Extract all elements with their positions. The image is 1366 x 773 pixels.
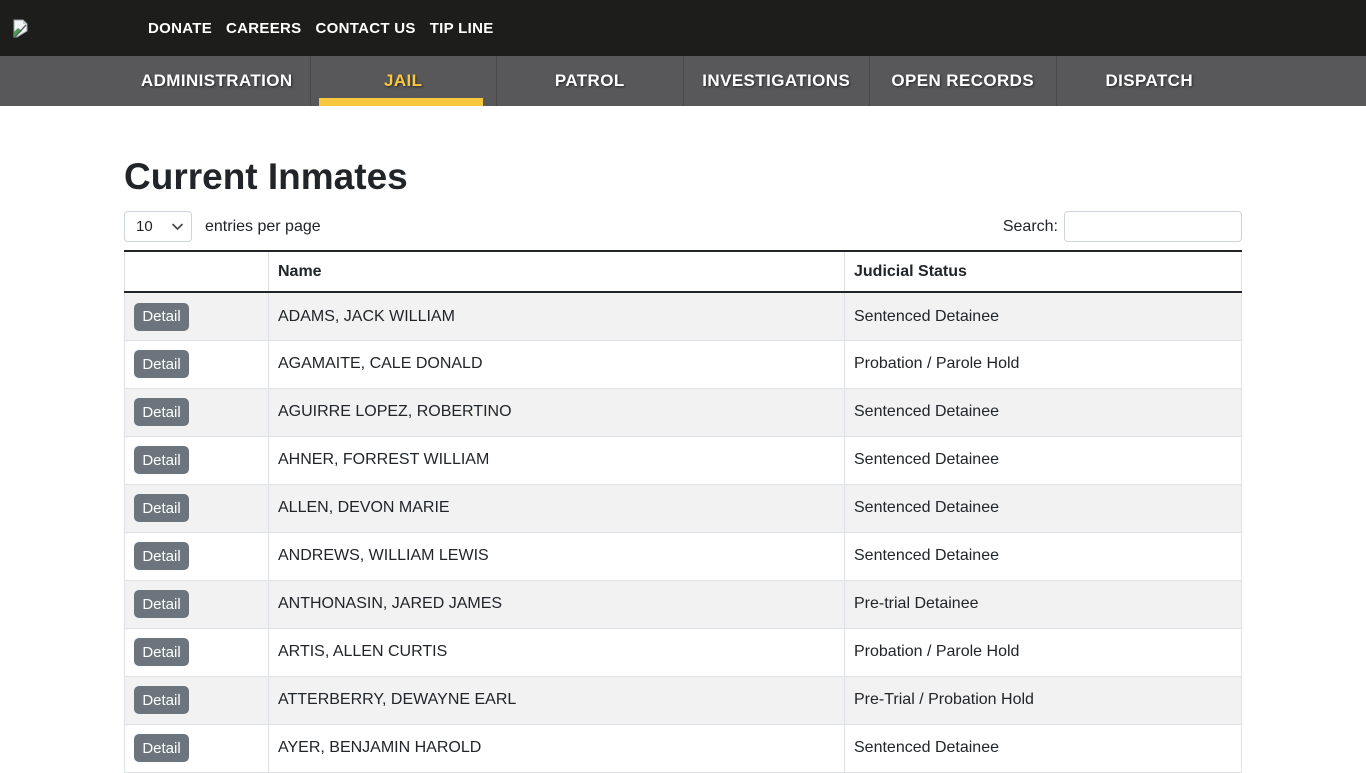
nav-tab[interactable]: ADMINISTRATION (140, 71, 293, 90)
detail-button[interactable]: Detail (134, 350, 189, 379)
topbar-link[interactable]: TIP LINE (429, 19, 494, 37)
judicial-status: Pre-Trial / Probation Hold (844, 675, 1242, 725)
table-controls: 10 entries per page Search: (124, 211, 1242, 243)
detail-cell: Detail (124, 675, 269, 725)
entries-per-page-label: entries per page (205, 217, 321, 235)
table-row: Detail ATTERBERRY, DEWAYNE EARL Pre-Tria… (124, 675, 1242, 725)
table-body: Detail ADAMS, JACK WILLIAM Sentenced Det… (124, 291, 1242, 773)
inmate-name: AYER, BENJAMIN HAROLD (268, 723, 845, 773)
inmate-name: ANDREWS, WILLIAM LEWIS (268, 531, 845, 581)
table-row: Detail ANTHONASIN, JARED JAMES Pre-trial… (124, 579, 1242, 629)
detail-button[interactable]: Detail (134, 686, 189, 715)
detail-button[interactable]: Detail (134, 302, 189, 331)
judicial-status: Sentenced Detainee (844, 435, 1242, 485)
detail-cell: Detail (124, 291, 269, 341)
header-status-column: Judicial Status (844, 250, 1242, 294)
nav-tab[interactable]: DISPATCH (1055, 56, 1243, 106)
table-head: Name Judicial Status (124, 250, 1242, 294)
inmate-name: ALLEN, DEVON MARIE (268, 483, 845, 533)
detail-button[interactable]: Detail (134, 494, 189, 523)
detail-cell: Detail (124, 339, 269, 389)
inmate-name: ATTERBERRY, DEWAYNE EARL (268, 675, 845, 725)
judicial-status: Sentenced Detainee (844, 723, 1242, 773)
judicial-status: Pre-trial Detainee (844, 579, 1242, 629)
inmate-name: AGUIRRE LOPEZ, ROBERTINO (268, 387, 845, 437)
table-row: Detail ALLEN, DEVON MARIE Sentenced Deta… (124, 483, 1242, 533)
table-row: Detail AGAMAITE, CALE DONALD Probation /… (124, 339, 1242, 389)
table-header-row: Name Judicial Status (124, 250, 1242, 294)
detail-button[interactable]: Detail (134, 734, 189, 763)
table-row: Detail ANDREWS, WILLIAM LEWIS Sentenced … (124, 531, 1242, 581)
main-content: Current Inmates 10 entries per page Sear… (124, 106, 1242, 773)
broken-image-icon[interactable] (12, 19, 29, 38)
judicial-status: Sentenced Detainee (844, 387, 1242, 437)
judicial-status: Sentenced Detainee (844, 531, 1242, 581)
entries-per-page-select[interactable]: 10 (124, 211, 192, 243)
topbar: DONATE CAREERS CONTACT US TIP LINE (0, 0, 1366, 56)
nav-tab[interactable]: PATROL (496, 56, 683, 106)
page-title: Current Inmates (124, 156, 408, 197)
search-label: Search: (1002, 217, 1058, 235)
detail-button[interactable]: Detail (134, 446, 189, 475)
topbar-link[interactable]: CONTACT US (315, 19, 416, 37)
detail-cell: Detail (124, 579, 269, 629)
table-row: Detail ARTIS, ALLEN CURTIS Probation / P… (124, 627, 1242, 677)
judicial-status: Probation / Parole Hold (844, 627, 1242, 677)
nav-tab[interactable]: INVESTIGATIONS (682, 56, 870, 106)
topbar-link[interactable]: DONATE (148, 19, 213, 37)
inmates-table: Name Judicial Status Detail ADAMS, JACK … (124, 250, 1242, 773)
inmate-name: ADAMS, JACK WILLIAM (268, 291, 845, 341)
search-input[interactable] (1064, 211, 1242, 243)
detail-button[interactable]: Detail (134, 638, 189, 667)
judicial-status: Sentenced Detainee (844, 483, 1242, 533)
nav-tab[interactable]: JAIL (309, 56, 497, 106)
search-control: Search: (1002, 211, 1242, 243)
detail-cell: Detail (124, 723, 269, 773)
inmate-name: ARTIS, ALLEN CURTIS (268, 627, 845, 677)
header-detail-column (124, 250, 269, 294)
page-size-control: 10 entries per page (124, 211, 321, 243)
detail-button[interactable]: Detail (134, 542, 189, 571)
table-row: Detail ADAMS, JACK WILLIAM Sentenced Det… (124, 291, 1242, 341)
main-nav: ADMINISTRATION JAIL PATROL INVESTIGATION… (0, 56, 1366, 106)
inmate-name: AHNER, FORREST WILLIAM (268, 435, 845, 485)
judicial-status: Probation / Parole Hold (844, 339, 1242, 389)
inmate-name: AGAMAITE, CALE DONALD (268, 339, 845, 389)
judicial-status: Sentenced Detainee (844, 291, 1242, 341)
detail-cell: Detail (124, 531, 269, 581)
detail-button[interactable]: Detail (134, 590, 189, 619)
topbar-link[interactable]: CAREERS (226, 19, 302, 37)
table-row: Detail AGUIRRE LOPEZ, ROBERTINO Sentence… (124, 387, 1242, 437)
entries-per-page-select-wrap: 10 (124, 211, 192, 243)
detail-cell: Detail (124, 435, 269, 485)
topbar-links: DONATE CAREERS CONTACT US TIP LINE (148, 20, 494, 37)
detail-cell: Detail (124, 627, 269, 677)
detail-cell: Detail (124, 483, 269, 533)
main-nav-items: ADMINISTRATION JAIL PATROL INVESTIGATION… (124, 56, 1242, 106)
detail-cell: Detail (124, 387, 269, 437)
nav-tab[interactable]: OPEN RECORDS (869, 56, 1056, 106)
table-row: Detail AHNER, FORREST WILLIAM Sentenced … (124, 435, 1242, 485)
table-row: Detail AYER, BENJAMIN HAROLD Sentenced D… (124, 723, 1242, 773)
inmate-name: ANTHONASIN, JARED JAMES (268, 579, 845, 629)
header-name-column: Name (268, 250, 845, 294)
detail-button[interactable]: Detail (134, 398, 189, 427)
